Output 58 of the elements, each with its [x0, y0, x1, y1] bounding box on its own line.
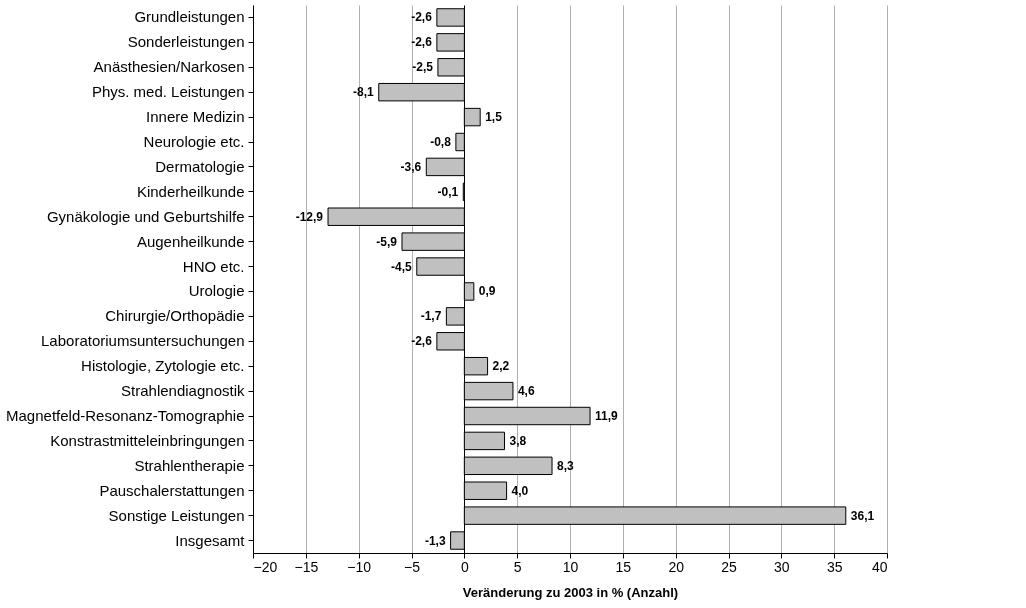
- data-label: -2,5: [412, 60, 434, 75]
- x-tick-label: −20: [253, 558, 278, 575]
- data-label: -0,1: [437, 184, 459, 199]
- x-tick-label: 35: [826, 558, 843, 575]
- data-label: -2,6: [411, 10, 433, 25]
- data-label: -12,9: [295, 209, 324, 224]
- y-tick-label: Sonderleistungen: [127, 33, 245, 51]
- y-tick-label: Dermatologie: [155, 157, 245, 175]
- y-tick-label: Kinderheilkunde: [136, 182, 245, 200]
- data-label: 4,6: [517, 384, 535, 399]
- data-label: 4,0: [511, 483, 529, 498]
- data-label: 2,2: [492, 359, 510, 374]
- y-tick-label: Innere Medizin: [146, 108, 245, 126]
- x-tick-label: 5: [513, 558, 522, 575]
- y-tick-label: Pauschalerstattungen: [99, 481, 245, 499]
- y-tick-label: Urologie: [188, 282, 245, 300]
- x-tick-label: −15: [294, 558, 319, 575]
- y-tick-label: Chirurgie/Orthopädie: [105, 307, 245, 325]
- y-tick-label: Neurologie etc.: [143, 133, 245, 150]
- data-label: -2,6: [411, 35, 433, 50]
- data-label: -2,6: [411, 334, 433, 349]
- data-label: 1,5: [485, 110, 503, 125]
- x-tick-label: 25: [721, 558, 737, 575]
- data-label: 11,9: [595, 409, 619, 423]
- y-tick-label: Histologie, Zytologie etc.: [81, 357, 245, 375]
- data-label: 0,9: [478, 284, 496, 299]
- y-tick-label: Augenheilkunde: [136, 232, 245, 250]
- y-tick-label: HNO etc.: [182, 257, 245, 275]
- y-tick-label: Strahlendiagnostik: [121, 382, 245, 400]
- data-label: 8,3: [557, 458, 575, 473]
- y-tick-label: Laboratoriumsuntersuchungen: [41, 332, 245, 350]
- data-label: 36,1: [850, 508, 875, 523]
- data-label: -4,5: [391, 259, 413, 274]
- data-label: -1,7: [420, 309, 442, 324]
- data-label: 3,8: [509, 433, 527, 448]
- y-tick-label: Strahlentherapie: [134, 456, 245, 474]
- y-tick-label: Magnetfeld-Resonanz-Tomographie: [6, 407, 245, 424]
- x-tick-label: 30: [774, 558, 790, 575]
- data-label: -3,6: [400, 159, 422, 174]
- y-tick-label: Phys. med. Leistungen: [91, 83, 245, 101]
- x-tick-label: −10: [347, 558, 372, 575]
- data-label: -8,1: [353, 85, 375, 100]
- x-axis-title: Veränderung zu 2003 in % (Anzahl): [462, 584, 679, 600]
- data-label: -5,9: [376, 234, 398, 249]
- x-tick-label: −5: [404, 558, 421, 575]
- x-tick-label: 20: [668, 558, 685, 575]
- x-tick-label: 40: [871, 558, 888, 575]
- x-tick-label: 15: [615, 558, 632, 575]
- y-tick-label: Anästhesien/Narkosen: [93, 58, 245, 76]
- x-tick-label: 0: [460, 558, 469, 575]
- y-tick-label: Konstrastmitteleinbringungen: [50, 431, 245, 449]
- y-tick-label: Grundleistungen: [134, 8, 245, 26]
- data-label: -1,3: [424, 533, 446, 548]
- y-tick-label: Gynäkologie und Geburtshilfe: [46, 207, 245, 225]
- x-tick-label: 10: [562, 558, 579, 575]
- y-tick-label: Insgesamt: [175, 531, 246, 549]
- data-label: -0,8: [430, 135, 452, 149]
- y-tick-label: Sonstige Leistungen: [108, 506, 245, 524]
